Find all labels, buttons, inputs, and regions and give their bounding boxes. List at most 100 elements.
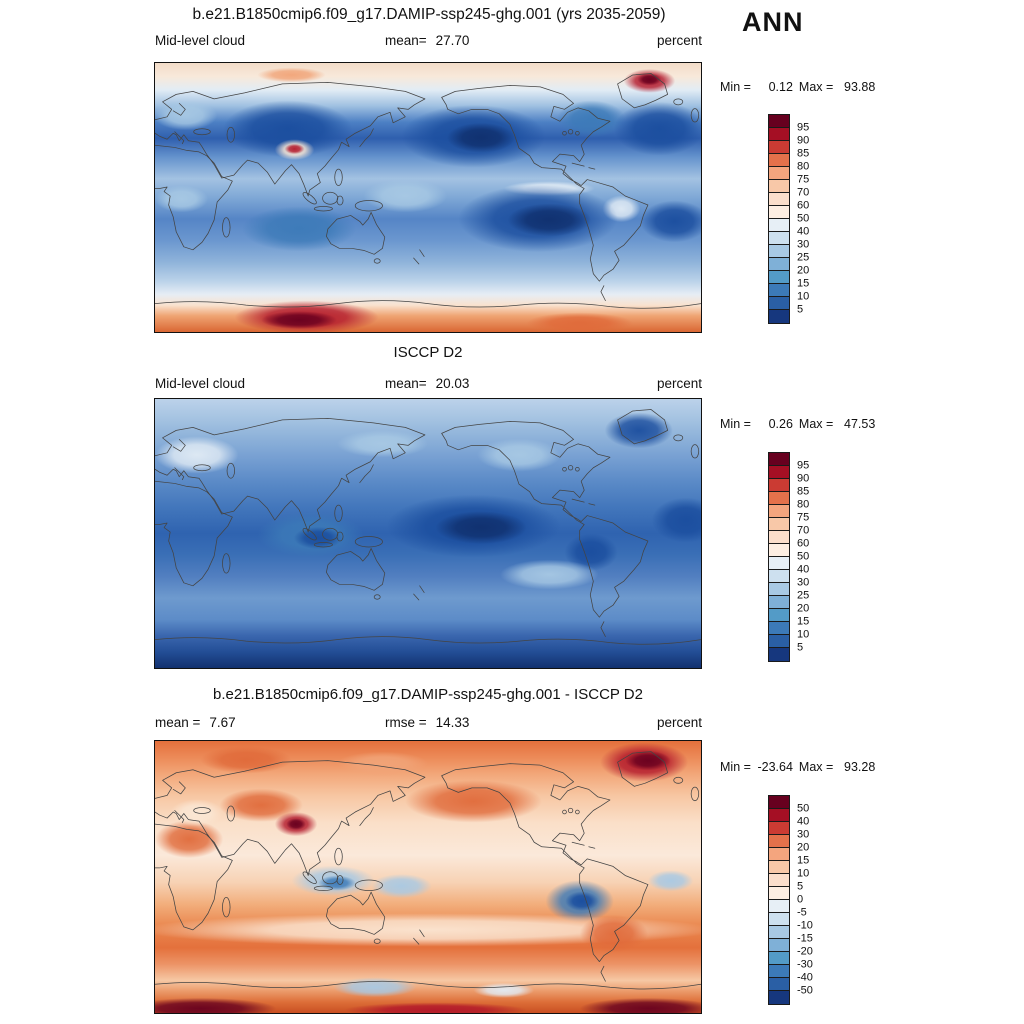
colorbar-tick-label: 5 [797, 641, 804, 654]
panel3-max-value: 93.28 [844, 760, 876, 774]
colorbar-box [769, 570, 789, 583]
panel2-units-label: percent [656, 376, 702, 391]
colorbar-tick-label: 75 [797, 173, 810, 186]
panel1-max-value: 93.88 [844, 80, 876, 94]
colorbar-tick-label: 90 [797, 472, 810, 485]
colorbar-obs: 95 90 85 80 75 70 60 50 40 30 25 20 15 10 5 [768, 452, 809, 662]
colorbar-tick-label: 60 [797, 199, 810, 212]
colorbar-tick-label: 20 [797, 841, 810, 854]
colorbar-tick-label: -5 [797, 906, 807, 919]
colorbar-box [769, 310, 789, 323]
colorbar-box [769, 939, 789, 952]
colorbar-tick-label: 25 [797, 251, 810, 264]
colorbar-box [769, 479, 789, 492]
colorbar-box [769, 453, 789, 466]
colorbar-box [769, 991, 789, 1004]
colorbar-tick-label: -50 [797, 984, 813, 997]
colorbar-tick-label: 0 [797, 893, 804, 906]
colorbar-box [769, 635, 789, 648]
model-run-title: b.e21.B1850cmip6.f09_g17.DAMIP-ssp245-gh… [192, 6, 666, 23]
panel2-min-value: 0.26 [768, 417, 793, 431]
panel3-mean: mean = 7.67 [155, 715, 236, 730]
map-difference [154, 740, 702, 1014]
panel3-min-label: Min = [720, 760, 751, 774]
colorbar-tick-label: 40 [797, 815, 810, 828]
colorbar-box [769, 167, 789, 180]
colorbar-tick-label: 30 [797, 238, 810, 251]
colorbar-tick-label: 50 [797, 212, 810, 225]
panel2-mean-label: mean= [385, 376, 427, 391]
colorbar-tick-label: 25 [797, 589, 810, 602]
colorbar-box [769, 622, 789, 635]
colorbar-boxes [768, 114, 790, 324]
colorbar-tick-label: -10 [797, 919, 813, 932]
colorbar-box [769, 505, 789, 518]
colorbar-box [769, 232, 789, 245]
panel3-minmax: Min = -23.64 Max = 93.28 [720, 760, 881, 774]
colorbar-box [769, 900, 789, 913]
panel1-min-label: Min = [720, 80, 751, 94]
colorbar-tick-label: 50 [797, 550, 810, 563]
panel2-mean: mean= 20.03 [385, 376, 469, 391]
season-label: ANN [742, 7, 804, 37]
panel3-min-value: -23.64 [757, 760, 793, 774]
panel1-minmax: Min = 0.12 Max = 93.88 [720, 80, 881, 94]
panel3-mean-value: 7.67 [209, 715, 236, 730]
colorbar-box [769, 583, 789, 596]
colorbar-tick-label: 10 [797, 290, 810, 303]
colorbar-boxes [768, 452, 790, 662]
obs-title: ISCCP D2 [393, 344, 463, 361]
difference-title: b.e21.B1850cmip6.f09_g17.DAMIP-ssp245-gh… [213, 686, 643, 703]
panel1-min-value: 0.12 [768, 80, 793, 94]
colorbar-tick-label: -40 [797, 971, 813, 984]
colorbar-box [769, 193, 789, 206]
panel2-variable-label: Mid-level cloud [155, 376, 246, 391]
panel3-units-label: percent [656, 715, 702, 730]
colorbar-tick-label: 10 [797, 628, 810, 641]
colorbar-tick-label: 90 [797, 134, 810, 147]
colorbar-tick-label: 70 [797, 186, 810, 199]
map-model-midlevel-cloud [154, 62, 702, 333]
panel3-max-label: Max = [798, 760, 834, 774]
colorbar-box [769, 544, 789, 557]
colorbar-box [769, 557, 789, 570]
panel3-mean-label: mean = [155, 715, 201, 730]
colorbar-box [769, 258, 789, 271]
panel2-mean-value: 20.03 [435, 376, 470, 391]
colorbar-box [769, 861, 789, 874]
colorbar-tick-label: 95 [797, 459, 810, 472]
colorbar-tick-label: 40 [797, 563, 810, 576]
colorbar-box [769, 965, 789, 978]
colorbar-box [769, 141, 789, 154]
panel1-variable-label: Mid-level cloud [155, 33, 246, 48]
panel3-rmse: rmse = 14.33 [385, 715, 469, 730]
colorbar-box [769, 115, 789, 128]
colorbar-box [769, 887, 789, 900]
colorbar-box [769, 596, 789, 609]
colorbar-tick-label: 80 [797, 498, 810, 511]
colorbar-model: 95 90 85 80 75 70 60 50 40 30 25 20 15 10 5 [768, 114, 809, 324]
colorbar-box [769, 822, 789, 835]
panel1-mean-label: mean= [385, 33, 427, 48]
panel2-max-value: 47.53 [844, 417, 876, 431]
colorbar-tick-label: 20 [797, 602, 810, 615]
colorbar-tick-label: -30 [797, 958, 813, 971]
colorbar-tick-label: 5 [797, 303, 804, 316]
colorbar-tick-label: 30 [797, 828, 810, 841]
colorbar-tick-label: 70 [797, 524, 810, 537]
panel1-max-label: Max = [798, 80, 834, 94]
colorbar-difference: 50 40 30 20 15 10 5 0 -5 -10 -15 -20 -30 -40 -50 [768, 795, 813, 1005]
map-obs-midlevel-cloud [154, 398, 702, 669]
colorbar-box [769, 284, 789, 297]
colorbar-box [769, 809, 789, 822]
colorbar-box [769, 531, 789, 544]
colorbar-tick-label: 10 [797, 867, 810, 880]
panel3-rmse-label: rmse = [385, 715, 427, 730]
colorbar-box [769, 848, 789, 861]
colorbar-box [769, 297, 789, 310]
colorbar-tick-label: 5 [797, 880, 804, 893]
colorbar-tick-label: -20 [797, 945, 813, 958]
colorbar-box [769, 796, 789, 809]
colorbar-tick-label: 40 [797, 225, 810, 238]
